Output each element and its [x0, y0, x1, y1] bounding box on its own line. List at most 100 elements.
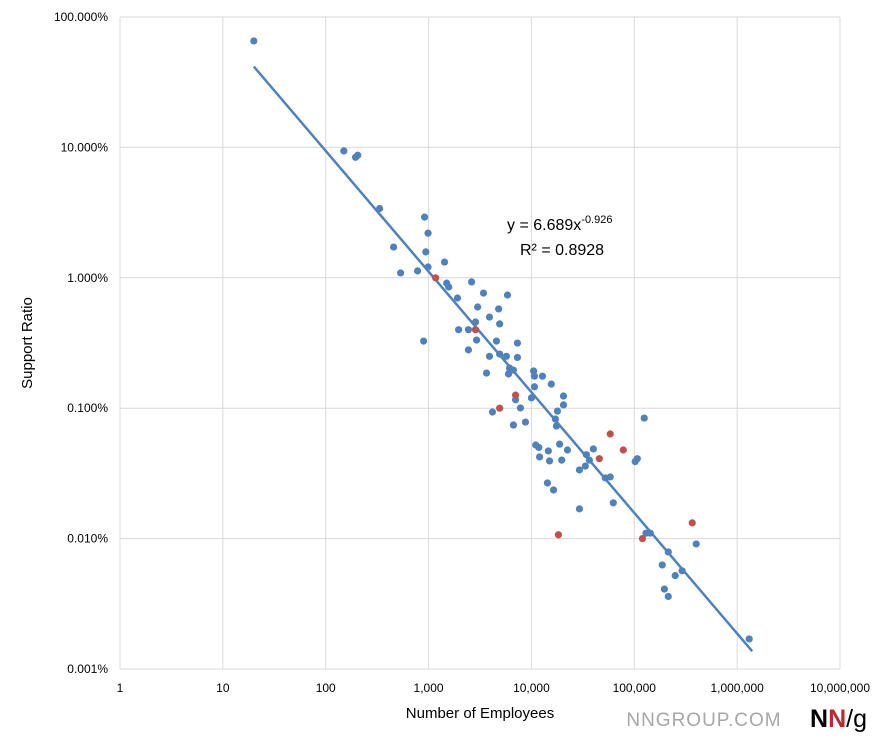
- data-point: [609, 499, 617, 507]
- data-point: [485, 313, 494, 321]
- y-tick-label: 1.000%: [67, 271, 108, 285]
- data-point: [474, 303, 482, 311]
- y-tick-label: 0.100%: [67, 401, 108, 415]
- data-point: [509, 366, 518, 374]
- data-point: [397, 269, 405, 277]
- data-point: [527, 394, 536, 402]
- y-tick-label: 100.000%: [54, 10, 108, 24]
- data-point: [581, 462, 589, 470]
- x-axis-title: Number of Employees: [406, 705, 554, 722]
- data-point: [354, 151, 362, 159]
- trend-equation: y = 6.689x-0.926: [507, 214, 612, 234]
- data-point: [671, 572, 679, 580]
- data-point: [558, 456, 566, 464]
- data-point: [421, 213, 429, 221]
- data-point: [544, 447, 552, 455]
- y-tick-label: 0.010%: [67, 532, 108, 546]
- data-point: [471, 318, 480, 326]
- data-point: [589, 445, 597, 453]
- data-point: [413, 267, 422, 275]
- data-point: [431, 274, 440, 282]
- data-point: [606, 473, 614, 481]
- logo-n2: N: [828, 705, 846, 733]
- x-tick-label: 1: [117, 681, 124, 695]
- data-point: [453, 294, 462, 302]
- data-point: [551, 415, 559, 423]
- data-point: [606, 430, 614, 438]
- r-squared: R² = 0.8928: [520, 242, 604, 259]
- data-point: [563, 446, 572, 454]
- data-point: [530, 372, 539, 380]
- x-tick-label: 10,000,000: [810, 681, 870, 695]
- data-point: [492, 337, 501, 345]
- data-point: [545, 457, 554, 465]
- equation-base: y = 6.689x: [507, 217, 581, 234]
- data-point: [559, 392, 568, 400]
- data-point: [511, 391, 520, 399]
- data-point: [496, 404, 504, 412]
- data-point: [424, 263, 432, 271]
- data-point: [543, 479, 552, 487]
- data-point: [582, 451, 590, 459]
- y-axis-title: Support Ratio: [19, 297, 36, 389]
- data-point: [482, 369, 491, 377]
- data-point: [538, 372, 547, 380]
- data-point: [633, 455, 641, 463]
- data-point: [424, 229, 432, 237]
- x-tick-label: 1,000,000: [710, 681, 764, 695]
- data-point: [503, 291, 512, 299]
- data-point: [646, 529, 654, 537]
- data-point: [552, 422, 561, 430]
- data-point: [340, 147, 348, 155]
- data-point: [658, 561, 666, 569]
- grid: [119, 16, 841, 670]
- data-point: [496, 350, 504, 358]
- data-point: [553, 407, 562, 415]
- data-point: [585, 456, 593, 464]
- data-point: [513, 339, 522, 347]
- data-point: [664, 592, 672, 601]
- data-point: [509, 421, 518, 429]
- data-point: [464, 326, 473, 334]
- data-point: [664, 548, 672, 556]
- trend-line: [252, 65, 754, 652]
- data-point: [619, 446, 627, 454]
- x-tick-label: 1,000: [414, 681, 444, 695]
- data-point: [688, 519, 696, 527]
- data-point: [471, 326, 480, 334]
- data-point: [504, 370, 513, 378]
- data-point: [488, 408, 497, 416]
- y-tick-label: 0.001%: [67, 662, 108, 676]
- data-point: [420, 337, 428, 345]
- plot-marks: [250, 37, 754, 652]
- data-point: [556, 440, 564, 448]
- data-point: [575, 505, 584, 513]
- data-point: [530, 383, 539, 391]
- data-point: [472, 336, 481, 344]
- data-point: [575, 466, 584, 474]
- data-point: [559, 401, 568, 409]
- data-point: [547, 380, 555, 388]
- data-point: [479, 289, 488, 297]
- data-point: [485, 352, 494, 360]
- y-tick-label: 10.000%: [61, 140, 109, 154]
- data-point: [496, 320, 504, 328]
- logo-n1: N: [810, 705, 828, 733]
- watermark-text: NNGROUP.COM: [626, 710, 781, 731]
- data-point: [549, 486, 558, 494]
- data-point: [440, 258, 449, 266]
- data-point: [445, 283, 453, 291]
- data-point: [502, 352, 510, 360]
- data-point: [554, 531, 563, 539]
- data-point: [678, 567, 686, 575]
- x-tick-label: 10,000: [513, 681, 550, 695]
- x-tick-label: 100: [316, 681, 336, 695]
- data-point: [535, 453, 544, 461]
- data-point: [745, 635, 753, 643]
- data-point: [375, 204, 384, 213]
- data-point: [692, 540, 700, 548]
- data-point: [521, 418, 530, 426]
- data-point: [455, 326, 463, 334]
